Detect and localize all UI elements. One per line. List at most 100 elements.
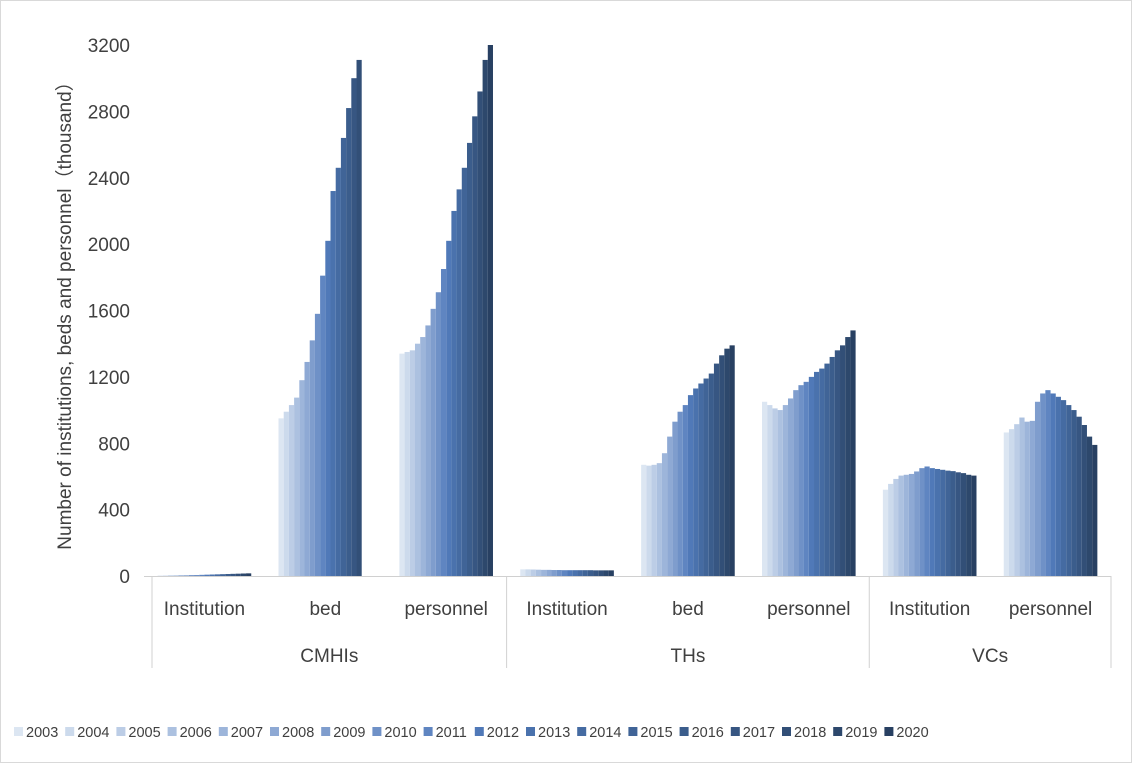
- legend-swatch: [474, 727, 484, 736]
- legend-label: 2015: [640, 725, 672, 741]
- x-category-label: personnel: [767, 599, 850, 620]
- bar-CMHIs-Institution-2016: [225, 574, 231, 576]
- bar-VCs-personnel-2011: [1045, 390, 1051, 576]
- legend-swatch: [372, 727, 382, 736]
- legend-label: 2013: [538, 725, 570, 741]
- legend-swatch: [577, 727, 587, 736]
- bar-CMHIs-bed-2011: [320, 275, 326, 576]
- bar-CMHIs-Institution-2020: [246, 573, 252, 576]
- bar-CMHIs-personnel-2015: [461, 167, 467, 577]
- x-category-label: bed: [672, 599, 704, 620]
- y-tick-label: 2000: [88, 235, 130, 256]
- bar-VCs-Institution-2006: [898, 475, 904, 576]
- legend-swatch: [730, 727, 740, 736]
- bar-THs-Institution-2020: [608, 570, 614, 576]
- bar-VCs-Institution-2009: [914, 471, 920, 576]
- legend-swatch: [218, 727, 228, 736]
- legend-label: 2020: [896, 725, 928, 741]
- bar-VCs-Institution-2012: [929, 468, 935, 576]
- bar-CMHIs-Institution-2019: [240, 573, 247, 576]
- bar-VCs-Institution-2016: [950, 471, 956, 576]
- bar-CMHIs-personnel-2008: [425, 325, 431, 576]
- legend-swatch: [884, 727, 894, 736]
- bar-CMHIs-bed-2012: [325, 240, 331, 576]
- y-tick-label: 1200: [88, 368, 130, 389]
- bar-VCs-Institution-2018: [960, 473, 967, 576]
- bar-CMHIs-Institution-2006: [173, 575, 179, 576]
- bar-CMHIs-personnel-2003: [399, 353, 405, 576]
- legend-swatch: [270, 727, 279, 736]
- bar-CMHIs-Institution-2010: [194, 575, 200, 576]
- legend-swatch: [833, 727, 843, 736]
- bar-VCs-Institution-2014: [940, 469, 946, 576]
- legend-label: 2014: [589, 725, 621, 741]
- bar-VCs-Institution-2017: [955, 472, 961, 576]
- bar-THs-personnel-2007: [782, 405, 789, 576]
- y-tick-label: 3200: [88, 36, 130, 57]
- x-category-label: Institution: [889, 599, 970, 620]
- legend-swatch: [526, 727, 535, 736]
- bar-THs-bed-2003: [641, 464, 647, 576]
- legend-swatch: [782, 727, 791, 736]
- bar-VCs-personnel-2007: [1024, 421, 1030, 576]
- bar-CMHIs-personnel-2019: [482, 59, 488, 577]
- bar-THs-personnel-2010: [798, 385, 804, 576]
- bar-CMHIs-personnel-2005: [409, 350, 415, 576]
- bar-CMHIs-personnel-2012: [446, 240, 452, 576]
- bar-THs-Institution-2016: [587, 570, 594, 576]
- bar-VCs-personnel-2005: [1014, 424, 1020, 576]
- bar-VCs-personnel-2010: [1040, 393, 1046, 576]
- legend-swatch: [679, 727, 689, 736]
- bar-THs-Institution-2005: [530, 569, 536, 576]
- bar-CMHIs-bed-2014: [335, 167, 341, 577]
- bar-CMHIs-personnel-2014: [456, 189, 462, 576]
- bars: [157, 45, 1098, 577]
- bar-CMHIs-Institution-2008: [183, 575, 189, 576]
- legend-label: 2008: [282, 725, 314, 741]
- bar-CMHIs-personnel-2018: [477, 91, 483, 577]
- x-category-label: personnel: [404, 599, 487, 620]
- y-tick-label: 2400: [88, 169, 130, 190]
- bar-CMHIs-personnel-2010: [435, 292, 441, 576]
- bar-VCs-Institution-2019: [966, 474, 972, 576]
- bar-THs-bed-2019: [724, 348, 730, 576]
- legend: 2003 2004 2005 2006 2007 2008 2009 2010 2011 2012…: [14, 725, 929, 741]
- legend-label: 2006: [180, 725, 212, 741]
- bar-THs-bed-2013: [693, 388, 699, 576]
- bar-THs-Institution-2003: [520, 569, 526, 576]
- bar-VCs-Institution-2011: [924, 466, 930, 576]
- bar-THs-personnel-2012: [808, 376, 815, 577]
- bar-CMHIs-personnel-2016: [466, 142, 473, 576]
- bar-THs-personnel-2003: [762, 401, 768, 576]
- bar-THs-bed-2018: [719, 355, 725, 576]
- x-axis: Institution bed personnel Institution bed per…: [144, 576, 1112, 668]
- bar-THs-bed-2005: [651, 464, 657, 576]
- legend-label: 2017: [743, 725, 775, 741]
- bar-CMHIs-bed-2017: [351, 78, 357, 576]
- bar-THs-bed-2009: [672, 421, 678, 576]
- bar-CMHIs-bed-2009: [309, 340, 315, 576]
- bar-VCs-Institution-2013: [934, 468, 941, 576]
- legend-label: 2012: [487, 725, 519, 741]
- y-tick-label: 1600: [88, 302, 130, 323]
- bar-THs-personnel-2020: [850, 330, 856, 576]
- bar-THs-personnel-2014: [819, 368, 825, 576]
- bar-CMHIs-bed-2016: [346, 108, 352, 576]
- bar-THs-bed-2012: [687, 395, 694, 576]
- bar-CMHIs-bed-2004: [283, 411, 289, 576]
- legend-label: 2019: [845, 725, 877, 741]
- bar-THs-bed-2007: [661, 453, 668, 576]
- bar-THs-bed-2008: [667, 436, 673, 576]
- bar-CMHIs-Institution-2012: [204, 574, 210, 576]
- legend-swatch: [423, 727, 433, 736]
- x-category-label: bed: [309, 599, 341, 620]
- bar-CMHIs-personnel-2011: [440, 269, 447, 576]
- bar-CMHIs-personnel-2009: [430, 308, 436, 576]
- bar-THs-personnel-2008: [788, 398, 794, 576]
- bar-CMHIs-Institution-2005: [168, 575, 174, 576]
- bar-CMHIs-Institution-2007: [178, 575, 184, 576]
- bar-VCs-Institution-2010: [919, 468, 925, 576]
- bar-CMHIs-bed-2003: [278, 418, 284, 576]
- bar-VCs-personnel-2008: [1029, 420, 1035, 576]
